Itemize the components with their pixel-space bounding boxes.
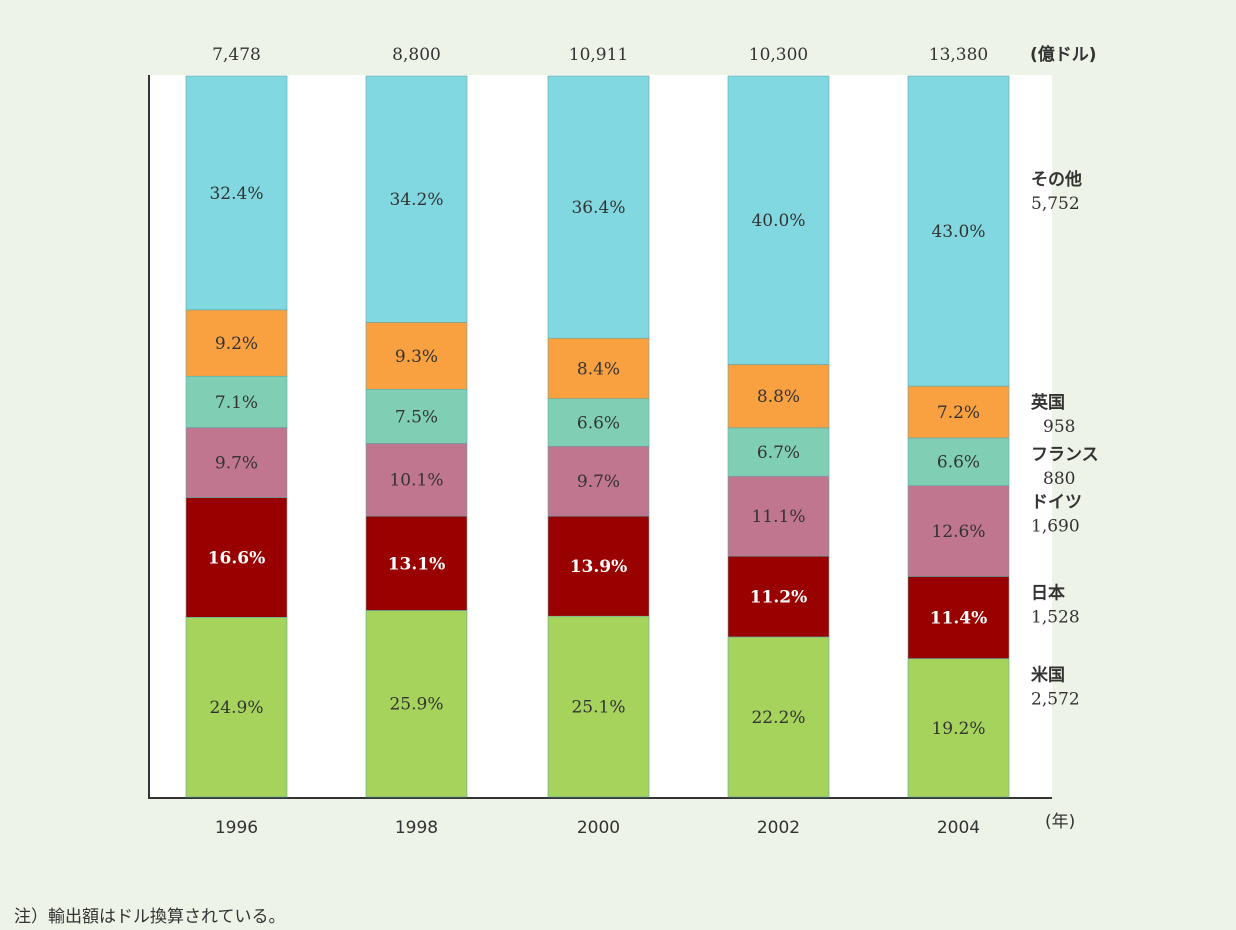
bar-segment [365,610,468,798]
x-unit-label: (年) [1045,812,1075,832]
total-label: 10,300 [749,45,808,65]
total-label: 8,800 [392,45,441,65]
bar-segment [185,309,288,377]
stacked-bar-chart: 24.9% 16.6% 9.7% 7.1% 9.2% 32.4% 7,478 1996 25.9… [185,44,1099,838]
data-label: 34.2% [389,190,443,210]
bar-segment [365,75,468,323]
bar-segment [907,385,1010,439]
bar-segment [907,75,1010,387]
bar-segment [727,364,830,429]
legend-value: 880 [1043,469,1075,489]
total-label: 7,478 [212,45,261,65]
legend-label: ドイツ [1031,493,1082,513]
bar-segment [547,75,650,339]
bar-segment [365,389,468,444]
bar-segment [727,636,830,798]
legend-value: 2,572 [1031,690,1080,710]
data-label: 6.6% [577,413,620,433]
data-label: 25.9% [389,695,443,715]
data-label: 11.4% [930,608,988,628]
bar-segment [185,497,288,618]
x-tick-label: 1996 [215,818,258,838]
x-tick-label: 2004 [937,818,980,838]
bar-segment [907,576,1010,659]
unit-label: (億ドル) [1030,44,1097,65]
data-label: 24.9% [209,698,263,718]
data-label: 32.4% [209,184,263,204]
total-label: 10,911 [569,45,628,65]
data-label: 11.2% [750,588,808,608]
data-label: 9.7% [215,453,258,473]
legend-label: 米国 [1031,665,1065,686]
data-label: 22.2% [751,708,805,728]
data-label: 13.1% [388,554,446,574]
bar-segment [547,445,650,517]
bar-segment [185,616,288,798]
data-label: 40.0% [751,211,805,231]
data-label: 8.8% [757,387,800,407]
bar-segment [185,427,288,498]
data-label: 7.5% [395,407,438,427]
legend-label: フランス [1031,445,1099,465]
data-label: 6.7% [757,443,800,463]
data-label: 7.1% [215,393,258,413]
data-label: 16.6% [208,548,266,568]
data-label: 12.6% [931,522,985,542]
data-label: 19.2% [931,719,985,739]
data-label: 7.2% [937,403,980,423]
bar-segment [907,437,1010,486]
bar-segment [365,443,468,517]
x-tick-label: 2000 [577,818,620,838]
bar-segment [547,615,650,798]
data-label: 9.3% [395,347,438,367]
data-label: 9.7% [577,472,620,492]
data-label: 25.1% [571,698,625,718]
data-label: 8.4% [577,359,620,379]
data-label: 6.6% [937,453,980,473]
footnote: 注）輸出額はドル換算されている。 [14,907,286,927]
bar-segment [727,75,830,365]
data-label: 9.2% [215,334,258,354]
data-label: 43.0% [931,222,985,242]
data-label: 10.1% [389,471,443,491]
bar-segment [547,398,650,447]
data-label: 36.4% [571,198,625,218]
total-label: 13,380 [929,45,988,65]
bar-segment [727,475,830,557]
bar-segment [365,322,468,390]
legend-value: 958 [1043,417,1075,437]
legend-value: 1,690 [1031,517,1080,537]
bar-segment [185,75,288,311]
data-label: 13.9% [570,557,628,577]
x-tick-label: 1998 [395,818,438,838]
legend-label: その他 [1031,169,1082,190]
bar-segment [185,375,288,428]
legend-label: 日本 [1031,582,1065,603]
bar-segment [727,427,830,477]
data-label: 11.1% [751,507,805,527]
legend-value: 1,528 [1031,607,1080,627]
bar-segment [907,658,1010,798]
bar-segment [907,485,1010,577]
legend-label: 英国 [1031,392,1065,413]
x-tick-label: 2002 [757,818,800,838]
bar-segment [727,555,830,638]
bar-segment [547,515,650,617]
legend-value: 5,752 [1031,194,1080,214]
